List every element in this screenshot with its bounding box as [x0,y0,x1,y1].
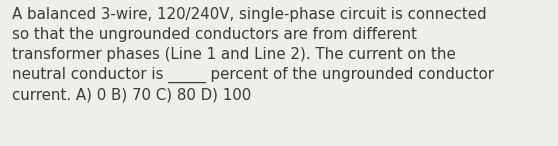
Text: A balanced 3-wire, 120/240V, single-phase circuit is connected
so that the ungro: A balanced 3-wire, 120/240V, single-phas… [12,7,494,103]
